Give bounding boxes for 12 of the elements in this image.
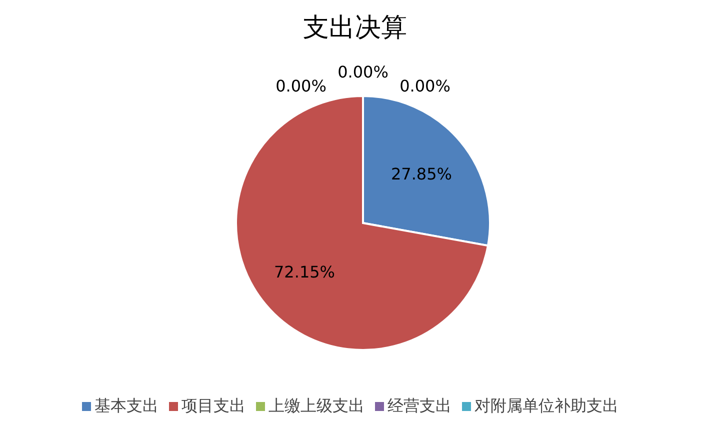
text: 0.00% [400,76,450,96]
legend-label: 项目支出 [182,396,246,415]
data-label: 72.15% [274,262,336,282]
text: 0.00% [276,76,326,96]
legend-label: 上缴上级支出 [268,396,364,415]
text: 0.00% [338,62,388,82]
chart-title: 支出决算 [302,12,408,45]
legend-label: 经营支出 [388,396,452,415]
data-label: 27.85% [390,164,452,184]
legend-label: 基本支出 [94,396,158,415]
legend-label: 对附属单位补助支出 [474,396,618,415]
pie-slice [235,95,489,351]
